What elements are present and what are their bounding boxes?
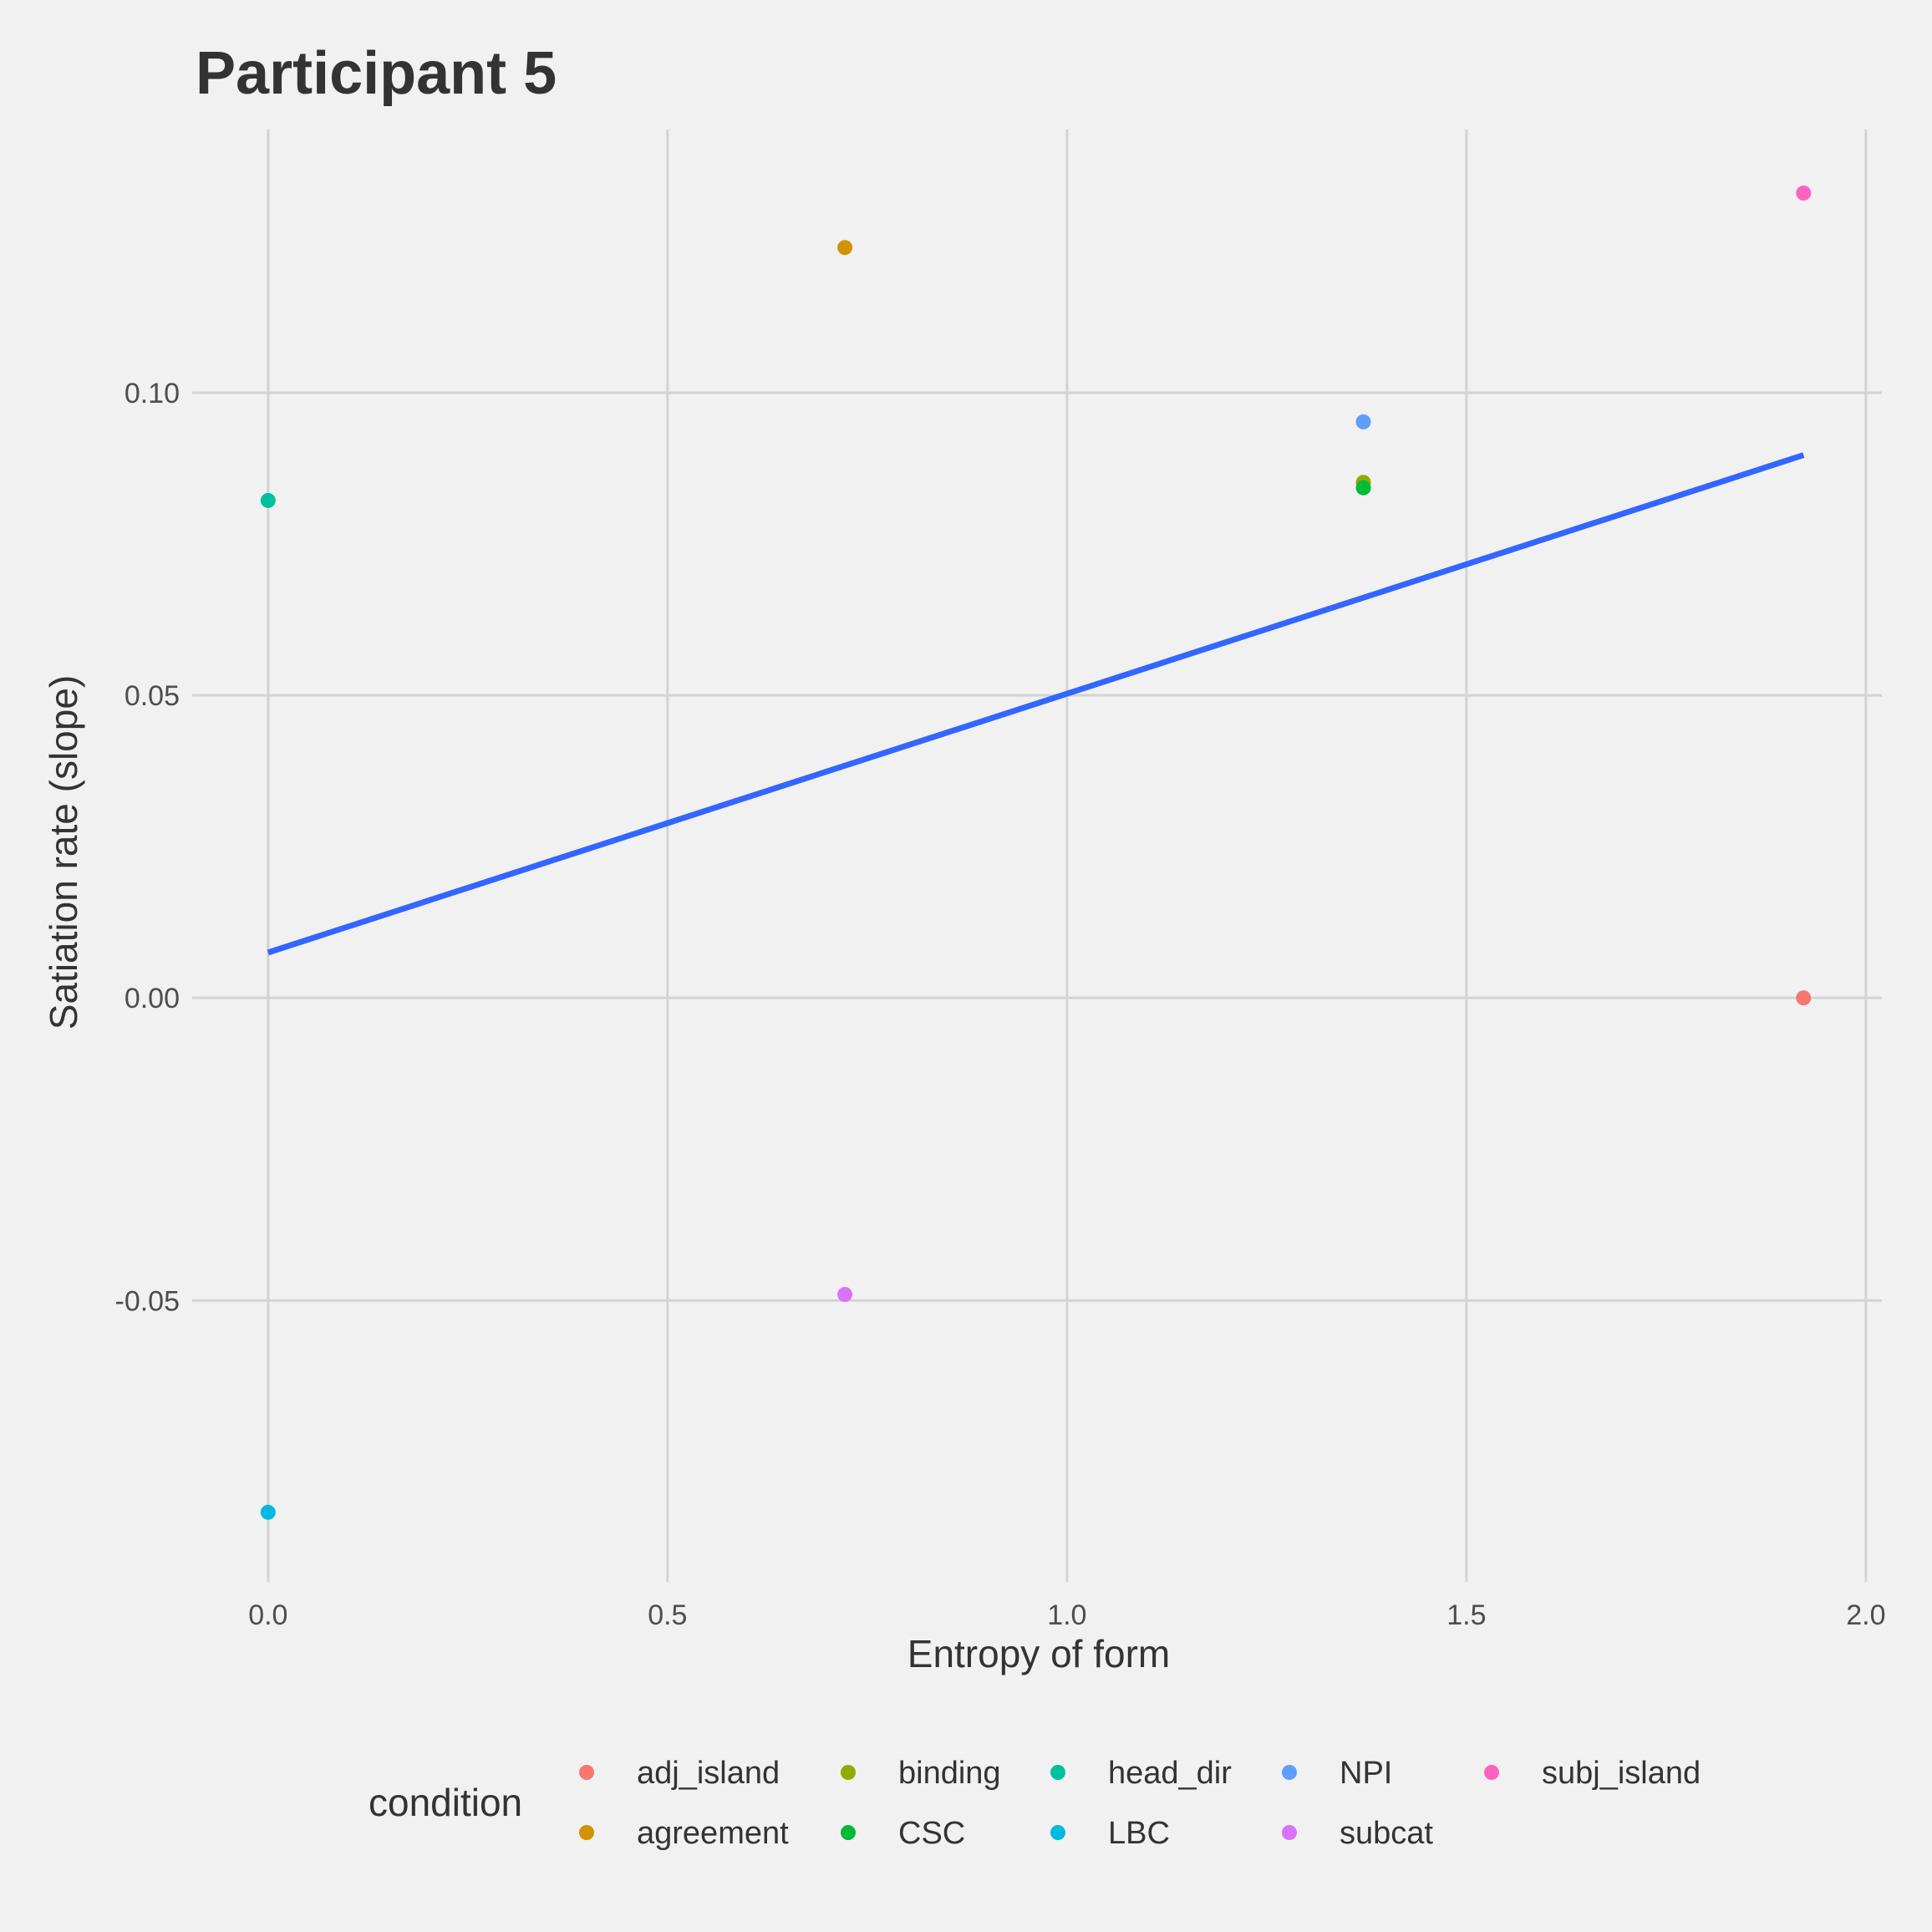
legend-key-agreement [579,1825,594,1840]
y-tick-label: -0.05 [115,1285,180,1317]
grid-layer [192,130,1882,1582]
legend-label: NPI [1340,1756,1392,1791]
data-point-subcat [837,1287,853,1303]
legend: adj_island agreement binding CSC head_dir LBC… [579,1756,1701,1851]
y-tick-label: 0.10 [125,378,180,409]
y-tick-label: 0.05 [125,680,180,712]
x-tick-label: 1.0 [1047,1599,1086,1631]
data-point-lbc [260,1504,276,1520]
legend-label: head_dir [1108,1756,1232,1791]
legend-key-csc [841,1825,856,1840]
ticks-layer: 0.0 0.5 1.0 1.5 2.0 -0.05 0.00 0.05 0.10 [115,378,1886,1631]
legend-key-lbc [1050,1825,1065,1840]
legend-title: condition [369,1781,522,1824]
legend-key-binding [841,1765,856,1780]
legend-label: subcat [1340,1816,1433,1851]
points-layer [260,186,1812,1520]
legend-label: binding [898,1756,1001,1791]
y-tick-label: 0.00 [125,983,180,1014]
y-axis-title: Satiation rate (slope) [42,675,85,1030]
trend-line [267,452,1805,956]
data-point-head-dir [260,492,276,508]
legend-key-adj-island [579,1765,594,1780]
legend-label: CSC [898,1816,965,1851]
legend-key-subcat [1282,1825,1297,1840]
data-point-subj-island [1796,186,1812,201]
legend-label: adj_island [637,1756,780,1791]
legend-label: LBC [1108,1816,1170,1851]
legend-key-head-dir [1050,1765,1065,1780]
data-point-npi [1355,414,1371,430]
legend-label: agreement [637,1816,789,1851]
legend-label: subj_island [1542,1756,1701,1791]
legend-key-subj-island [1484,1765,1499,1780]
x-tick-label: 0.5 [648,1599,687,1631]
x-tick-label: 2.0 [1846,1599,1885,1631]
data-point-adj-island [1796,990,1812,1006]
data-point-agreement [837,240,853,256]
x-tick-label: 0.0 [248,1599,287,1631]
legend-key-npi [1282,1765,1297,1780]
trend-layer [267,452,1805,956]
x-tick-label: 1.5 [1446,1599,1486,1631]
chart-title: Participant 5 [196,40,557,107]
data-point-csc [1355,480,1371,496]
x-axis-title: Entropy of form [908,1632,1170,1675]
